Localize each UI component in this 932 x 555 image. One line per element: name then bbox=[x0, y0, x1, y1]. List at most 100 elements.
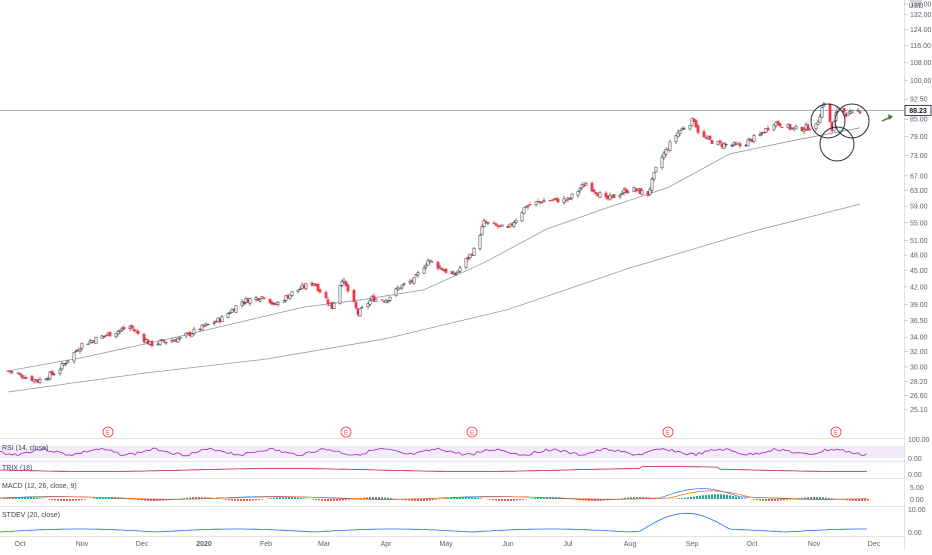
candle-body bbox=[123, 327, 125, 329]
candle-body bbox=[105, 335, 107, 336]
earnings-marker-label: E bbox=[106, 431, 110, 437]
candle-body bbox=[159, 340, 161, 344]
macd-hist-bar bbox=[687, 497, 689, 499]
candle-body bbox=[81, 343, 83, 348]
macd-hist-bar bbox=[537, 498, 539, 499]
macd-hist-bar bbox=[48, 499, 50, 500]
candle-body bbox=[759, 134, 761, 135]
macd-hist-bar bbox=[753, 499, 755, 500]
macd-hist-bar bbox=[705, 495, 707, 499]
candle-body bbox=[179, 337, 181, 339]
macd-hist-bar bbox=[78, 499, 80, 500]
price-tick-label: 32.00 bbox=[910, 349, 928, 356]
time-tick-label: Nov bbox=[808, 541, 821, 548]
macd-hist-bar bbox=[84, 499, 86, 500]
macd-hist-bar bbox=[435, 499, 437, 500]
price-tick-label: 42.00 bbox=[910, 284, 928, 291]
price-tick-label: 73.00 bbox=[910, 153, 928, 160]
macd-hist-bar bbox=[864, 499, 866, 501]
candle-body bbox=[541, 202, 543, 203]
macd-hist-bar bbox=[816, 497, 818, 499]
candle-body bbox=[465, 258, 467, 267]
macd-hist-bar bbox=[822, 497, 824, 499]
macd-hist-bar bbox=[300, 498, 302, 499]
macd-hist-bar bbox=[771, 499, 773, 501]
macd-hist-bar bbox=[720, 494, 722, 499]
earnings-marker-label: E bbox=[344, 431, 348, 437]
candle-body bbox=[821, 107, 823, 117]
candle-body bbox=[291, 292, 293, 296]
candle-body bbox=[781, 127, 783, 128]
candle-body bbox=[325, 292, 327, 298]
macd-hist-bar bbox=[243, 499, 245, 501]
macd-hist-bar bbox=[51, 499, 53, 500]
candle-body bbox=[501, 225, 503, 227]
macd-scale-zero: 0.00 bbox=[910, 497, 924, 504]
macd-hist-bar bbox=[33, 498, 35, 499]
candle-body bbox=[473, 248, 475, 255]
candle-body bbox=[459, 268, 461, 271]
macd-hist-bar bbox=[714, 494, 716, 499]
macd-hist-bar bbox=[702, 495, 704, 499]
macd-hist-bar bbox=[786, 499, 788, 500]
macd-hist-bar bbox=[429, 499, 431, 500]
price-tick-label: 28.20 bbox=[910, 379, 928, 386]
candle-body bbox=[11, 372, 13, 373]
candle-body bbox=[75, 351, 77, 352]
macd-hist-bar bbox=[498, 499, 500, 501]
candle-body bbox=[401, 285, 403, 288]
candle-body bbox=[571, 194, 573, 198]
macd-hist-bar bbox=[237, 499, 239, 501]
candle-body bbox=[641, 190, 643, 194]
macd-hist-bar bbox=[777, 499, 779, 501]
macd-hist-bar bbox=[426, 499, 428, 501]
macd-label[interactable]: MACD (12, 26, close, 9) bbox=[2, 483, 77, 490]
macd-hist-bar bbox=[273, 498, 275, 499]
macd-hist-bar bbox=[333, 499, 335, 501]
candle-body bbox=[95, 337, 97, 343]
candle-body bbox=[263, 297, 265, 298]
macd-hist-bar bbox=[507, 499, 509, 501]
candle-body bbox=[515, 220, 517, 222]
macd-hist-bar bbox=[291, 497, 293, 499]
candle-body bbox=[577, 191, 579, 195]
candle-body bbox=[65, 363, 67, 364]
macd-hist-bar bbox=[315, 499, 317, 500]
price-tick-label: 132.00 bbox=[910, 12, 932, 19]
candle-body bbox=[569, 198, 571, 199]
macd-hist-bar bbox=[312, 499, 314, 500]
candle-body bbox=[495, 224, 497, 226]
macd-hist-bar bbox=[474, 498, 476, 499]
rsi-label[interactable]: RSI (14, close) bbox=[2, 445, 48, 452]
candle-body bbox=[795, 126, 797, 129]
candle-body bbox=[859, 112, 861, 113]
rsi-scale-bottom: 0.00 bbox=[908, 456, 922, 463]
macd-hist-bar bbox=[36, 498, 38, 499]
candle-body bbox=[599, 193, 601, 198]
macd-hist-bar bbox=[279, 497, 281, 499]
macd-hist-bar bbox=[684, 498, 686, 499]
axis-settings-icon[interactable] bbox=[910, 0, 922, 3]
candle-body bbox=[843, 108, 845, 112]
macd-hist-bar bbox=[39, 498, 41, 499]
macd-hist-bar bbox=[681, 498, 683, 499]
macd-hist-bar bbox=[480, 498, 482, 499]
macd-hist-bar bbox=[729, 495, 731, 499]
candle-body bbox=[481, 226, 483, 234]
macd-hist-bar bbox=[444, 498, 446, 499]
macd-hist-bar bbox=[240, 499, 242, 501]
macd-hist-bar bbox=[330, 499, 332, 501]
stdev-label[interactable]: STDEV (20, close) bbox=[2, 512, 60, 519]
candle-body bbox=[653, 173, 655, 179]
candle-body bbox=[479, 236, 481, 249]
macd-hist-bar bbox=[762, 499, 764, 501]
time-tick-label: Jun bbox=[502, 541, 513, 548]
candle-body bbox=[429, 260, 431, 261]
candle-body bbox=[39, 379, 41, 382]
candle-body bbox=[413, 277, 415, 283]
trix-label[interactable]: TRIX (18) bbox=[2, 465, 32, 472]
macd-hist-bar bbox=[726, 495, 728, 499]
candle-body bbox=[319, 289, 321, 292]
